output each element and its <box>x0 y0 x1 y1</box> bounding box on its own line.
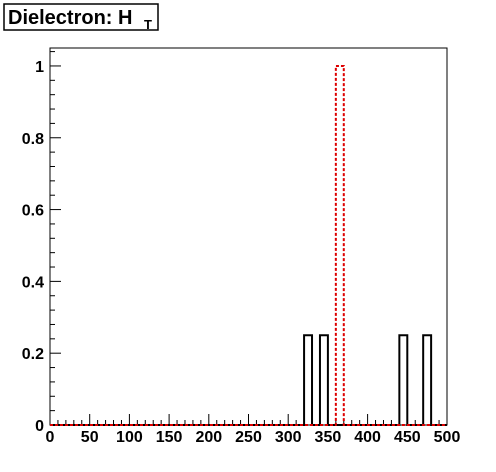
y-tick-label: 1 <box>35 59 44 76</box>
x-tick-label: 400 <box>354 429 381 446</box>
x-tick-label: 450 <box>394 429 421 446</box>
chart-title: Dielectron: H T <box>3 3 159 32</box>
title-subscript: T <box>144 17 152 32</box>
histogram-bar <box>320 335 328 425</box>
axes: 0 50 100 150 200 250 300 350 400 450 500 0 0.2 0.4 0.6… <box>22 51 461 446</box>
histogram-bar <box>304 335 312 425</box>
x-tick-label: 200 <box>195 429 222 446</box>
y-tick-label: 0.2 <box>22 346 44 363</box>
x-tick-label: 350 <box>315 429 342 446</box>
x-tick-label: 150 <box>156 429 183 446</box>
x-tick-label: 250 <box>235 429 262 446</box>
x-tick-label: 0 <box>46 429 55 446</box>
histogram-bar <box>423 335 431 425</box>
histogram-series-1 <box>50 334 447 426</box>
title-main: Dielectron: H <box>8 7 132 29</box>
data-bars <box>50 64 447 426</box>
y-tick-label: 0.4 <box>22 274 44 291</box>
plot-frame <box>49 47 448 426</box>
x-tick-label: 100 <box>116 429 143 446</box>
x-tick-label: 50 <box>81 429 99 446</box>
y-tick-label: 0.8 <box>22 131 44 148</box>
x-tick-label: 300 <box>275 429 302 446</box>
title-box <box>3 3 159 31</box>
y-tick-label: 0.6 <box>22 203 44 220</box>
histogram-bar <box>399 335 407 425</box>
histogram-bar <box>336 66 344 425</box>
histogram-series-2 <box>50 64 447 426</box>
x-tick-label: 500 <box>434 429 461 446</box>
y-tick-label: 0 <box>35 418 44 435</box>
